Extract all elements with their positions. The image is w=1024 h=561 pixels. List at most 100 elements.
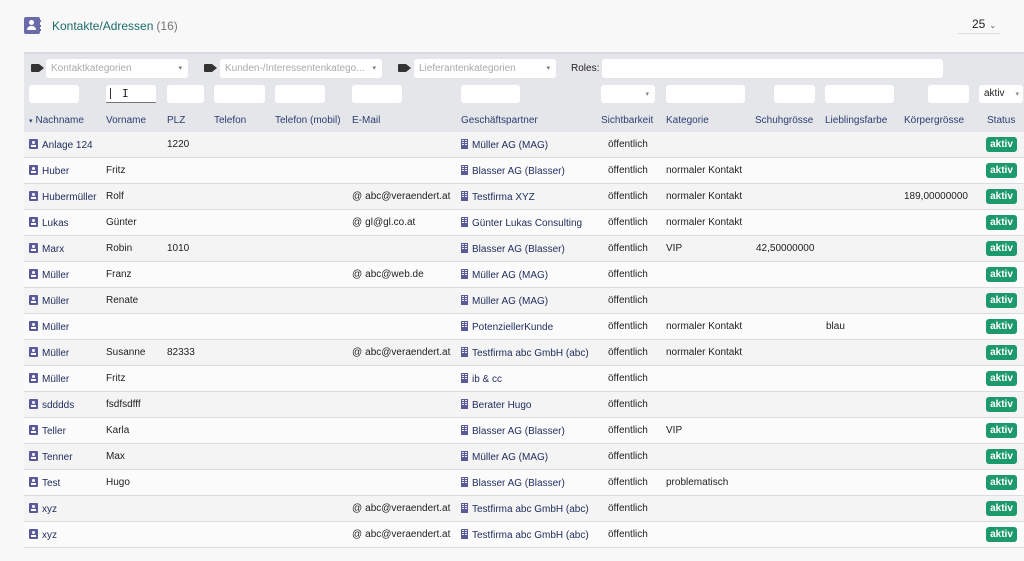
nachname-link[interactable]: Tenner bbox=[29, 451, 73, 463]
column-header-email[interactable]: E-Mail bbox=[352, 115, 381, 126]
geschaeftspartner-link[interactable]: Testfirma XYZ bbox=[461, 191, 535, 203]
plz-cell: 1220 bbox=[167, 139, 190, 150]
geschaeftspartner-link[interactable]: Müller AG (MAG) bbox=[461, 269, 548, 281]
geschaeftspartner-link[interactable]: Günter Lukas Consulting bbox=[461, 217, 582, 229]
lieferantenkategorien-placeholder: Lieferantenkategorien bbox=[419, 63, 516, 74]
nachname-link[interactable]: Anlage 124 bbox=[29, 139, 93, 151]
filter-plz-input[interactable] bbox=[167, 85, 204, 103]
filter-koerpergroesse-input[interactable] bbox=[928, 85, 969, 103]
nachname-link[interactable]: Lukas bbox=[29, 217, 69, 229]
filter-vorname-input[interactable]: I bbox=[106, 85, 156, 103]
email-link[interactable]: @ abc@veraendert.at bbox=[352, 347, 450, 358]
partner-text: Blasser AG (Blasser) bbox=[472, 478, 565, 489]
nachname-text: Müller bbox=[42, 322, 70, 333]
nachname-text: sdddds bbox=[42, 400, 75, 411]
table-row[interactable]: Huber Fritz Blasser AG (Blasser) öffentl… bbox=[24, 158, 1024, 184]
email-link[interactable]: @ abc@veraendert.at bbox=[352, 503, 450, 514]
nachname-link[interactable]: Hubermüller bbox=[29, 191, 96, 203]
table-row[interactable]: Lukas Günter @ gl@gl.co.at Günter Lukas C… bbox=[24, 210, 1024, 236]
nachname-link[interactable]: Müller bbox=[29, 269, 69, 281]
filter-sichtbarkeit-select[interactable]: ▾ bbox=[601, 85, 655, 103]
geschaeftspartner-link[interactable]: Blasser AG (Blasser) bbox=[461, 165, 565, 177]
table-row[interactable]: sdddds fsdfsdfff Berater Hugo öffentlich… bbox=[24, 392, 1024, 418]
kontaktkategorien-select[interactable]: Kontaktkategorien ▾ bbox=[46, 59, 188, 78]
table-row[interactable]: Hubermüller Rolf @ abc@veraendert.at Test… bbox=[24, 184, 1024, 210]
email-link[interactable]: @ abc@veraendert.at bbox=[352, 191, 450, 202]
nachname-link[interactable]: xyz bbox=[29, 503, 57, 515]
filter-nachname-input[interactable] bbox=[29, 85, 79, 103]
nachname-link[interactable]: Müller bbox=[29, 347, 69, 359]
nachname-link[interactable]: Test bbox=[29, 477, 60, 489]
nachname-link[interactable]: Müller bbox=[29, 295, 69, 307]
at-icon: @ bbox=[352, 347, 363, 358]
table-row[interactable]: Müller Franz @ abc@web.de Müller AG (MAG)… bbox=[24, 262, 1024, 288]
nachname-link[interactable]: Müller bbox=[29, 321, 69, 333]
email-link[interactable]: @ abc@veraendert.at bbox=[352, 529, 450, 540]
filter-status-select[interactable]: aktiv ▾ bbox=[979, 85, 1023, 103]
table-row[interactable]: Müller Susanne 82333 @ abc@veraendert.at … bbox=[24, 340, 1024, 366]
vorname-cell: fsdfsdfff bbox=[106, 399, 141, 410]
column-header-geschaeftspartner[interactable]: Geschäftspartner bbox=[461, 115, 538, 126]
column-header-telefon-mobil[interactable]: Telefon (mobil) bbox=[275, 115, 341, 126]
lieblingsfarbe-cell: blau bbox=[826, 321, 845, 332]
geschaeftspartner-link[interactable]: Blasser AG (Blasser) bbox=[461, 477, 565, 489]
filter-telefon-input[interactable] bbox=[214, 85, 265, 103]
table-row[interactable]: Müller Renate Müller AG (MAG) öffentlich… bbox=[24, 288, 1024, 314]
caret-down-icon: ▾ bbox=[546, 65, 550, 72]
table-row[interactable]: xyz @ abc@veraendert.at Testfirma abc Gmb… bbox=[24, 522, 1024, 548]
column-header-schuhgroesse[interactable]: Schuhgrösse bbox=[755, 115, 814, 126]
column-header-koerpergroesse[interactable]: Körpergrösse bbox=[904, 115, 965, 126]
geschaeftspartner-link[interactable]: Testfirma abc GmbH (abc) bbox=[461, 529, 589, 541]
table-row[interactable]: Tenner Max Müller AG (MAG) öffentlich ak… bbox=[24, 444, 1024, 470]
building-icon bbox=[461, 217, 468, 227]
filter-telefon-mobil-input[interactable] bbox=[275, 85, 325, 103]
lieferantenkategorien-select[interactable]: Lieferantenkategorien ▾ bbox=[414, 59, 556, 78]
geschaeftspartner-link[interactable]: Blasser AG (Blasser) bbox=[461, 243, 565, 255]
geschaeftspartner-link[interactable]: Blasser AG (Blasser) bbox=[461, 425, 565, 437]
column-header-kategorie[interactable]: Kategorie bbox=[666, 115, 709, 126]
table-row[interactable]: Teller Karla Blasser AG (Blasser) öffent… bbox=[24, 418, 1024, 444]
table-row[interactable]: Marx Robin 1010 Blasser AG (Blasser) öff… bbox=[24, 236, 1024, 262]
column-header-vorname[interactable]: Vorname bbox=[106, 115, 147, 126]
geschaeftspartner-link[interactable]: ib & cc bbox=[461, 373, 502, 385]
geschaeftspartner-link[interactable]: Müller AG (MAG) bbox=[461, 451, 548, 463]
table-row[interactable]: Anlage 124 1220 Müller AG (MAG) öffentli… bbox=[24, 132, 1024, 158]
person-icon bbox=[29, 451, 38, 461]
nachname-link[interactable]: Teller bbox=[29, 425, 66, 437]
filter-email-input[interactable] bbox=[352, 85, 402, 103]
nachname-link[interactable]: Müller bbox=[29, 373, 69, 385]
kategorie-cell: normaler Kontakt bbox=[666, 347, 743, 358]
filter-schuhgroesse-input[interactable] bbox=[774, 85, 815, 103]
geschaeftspartner-link[interactable]: Berater Hugo bbox=[461, 399, 531, 411]
nachname-link[interactable]: sdddds bbox=[29, 399, 74, 411]
table-row[interactable]: Müller Fritz ib & cc öffentlich aktiv bbox=[24, 366, 1024, 392]
column-header-status[interactable]: Status bbox=[987, 115, 1016, 126]
column-header-plz[interactable]: PLZ bbox=[167, 115, 186, 126]
geschaeftspartner-link[interactable]: Testfirma abc GmbH (abc) bbox=[461, 347, 589, 359]
sichtbarkeit-cell: öffentlich bbox=[608, 243, 648, 254]
roles-input[interactable] bbox=[602, 59, 943, 78]
filter-geschaeftspartner-input[interactable] bbox=[461, 85, 520, 103]
email-link[interactable]: @ gl@gl.co.at bbox=[352, 217, 415, 228]
nachname-link[interactable]: Huber bbox=[29, 165, 69, 177]
table-row[interactable]: xyz @ abc@veraendert.at Testfirma abc Gmb… bbox=[24, 496, 1024, 522]
kategorie-cell: normaler Kontakt bbox=[666, 217, 743, 228]
kundenkategorien-select[interactable]: Kunden-/Interessentenkatego... ▾ bbox=[220, 59, 382, 78]
person-icon bbox=[29, 217, 38, 227]
table-row[interactable]: Müller PotenziellerKunde öffentlich norm… bbox=[24, 314, 1024, 340]
email-link[interactable]: @ abc@web.de bbox=[352, 269, 424, 280]
column-header-telefon[interactable]: Telefon bbox=[214, 115, 247, 126]
column-header-sichtbarkeit[interactable]: Sichtbarkeit bbox=[601, 115, 654, 126]
page-size-select[interactable]: 25 ⌄ bbox=[958, 14, 1000, 34]
filter-lieblingsfarbe-input[interactable] bbox=[825, 85, 894, 103]
geschaeftspartner-link[interactable]: Müller AG (MAG) bbox=[461, 139, 548, 151]
geschaeftspartner-link[interactable]: Testfirma abc GmbH (abc) bbox=[461, 503, 589, 515]
column-header-lieblingsfarbe[interactable]: Lieblingsfarbe bbox=[825, 115, 888, 126]
geschaeftspartner-link[interactable]: Müller AG (MAG) bbox=[461, 295, 548, 307]
column-header-nachname[interactable]: ▾ Nachname bbox=[29, 115, 84, 126]
nachname-link[interactable]: Marx bbox=[29, 243, 64, 255]
filter-kategorie-input[interactable] bbox=[666, 85, 745, 103]
table-row[interactable]: Test Hugo Blasser AG (Blasser) öffentlic… bbox=[24, 470, 1024, 496]
nachname-link[interactable]: xyz bbox=[29, 529, 57, 541]
geschaeftspartner-link[interactable]: PotenziellerKunde bbox=[461, 321, 553, 333]
